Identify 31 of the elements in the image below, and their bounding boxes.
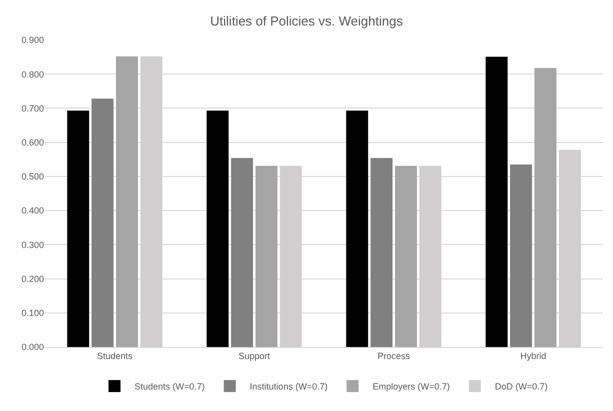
- x-tick-label: Students: [96, 350, 134, 361]
- x-tick-label: Hybrid: [520, 350, 546, 361]
- bar: [370, 158, 393, 347]
- bar: [394, 166, 417, 347]
- bar: [92, 98, 114, 347]
- bar: [534, 68, 556, 347]
- y-tick-label: 0.700: [21, 103, 44, 114]
- y-tick-label: 0.100: [21, 308, 44, 318]
- x-tick-label: Process: [377, 350, 411, 361]
- bar: [231, 158, 254, 347]
- y-tick-label: 0.800: [21, 69, 44, 80]
- bar: [206, 110, 229, 347]
- bar: [255, 166, 278, 347]
- bar: [346, 110, 368, 347]
- y-tick-label: 0.400: [21, 206, 44, 216]
- legend-label: DoD (W=0.7): [494, 382, 548, 392]
- y-tick-label: 0.600: [21, 137, 44, 148]
- legend-label: Institutions (W=0.7): [250, 382, 328, 392]
- bar: [116, 56, 138, 347]
- legend-label: Students (W=0.7): [134, 382, 205, 392]
- y-tick-label: 0.500: [21, 172, 44, 182]
- bar: [67, 110, 90, 347]
- legend-label: Employers (W=0.7): [372, 382, 450, 392]
- y-tick-label: 0.900: [21, 35, 44, 46]
- x-tick-label: Support: [238, 350, 271, 361]
- y-tick-label: 0.200: [21, 274, 44, 284]
- y-tick-label: 0.000: [21, 342, 44, 352]
- bar: [510, 164, 532, 347]
- bar: [486, 56, 508, 347]
- y-tick-label: 0.300: [21, 240, 44, 250]
- chart-title: Utilities of Policies vs. Weightings: [210, 14, 404, 29]
